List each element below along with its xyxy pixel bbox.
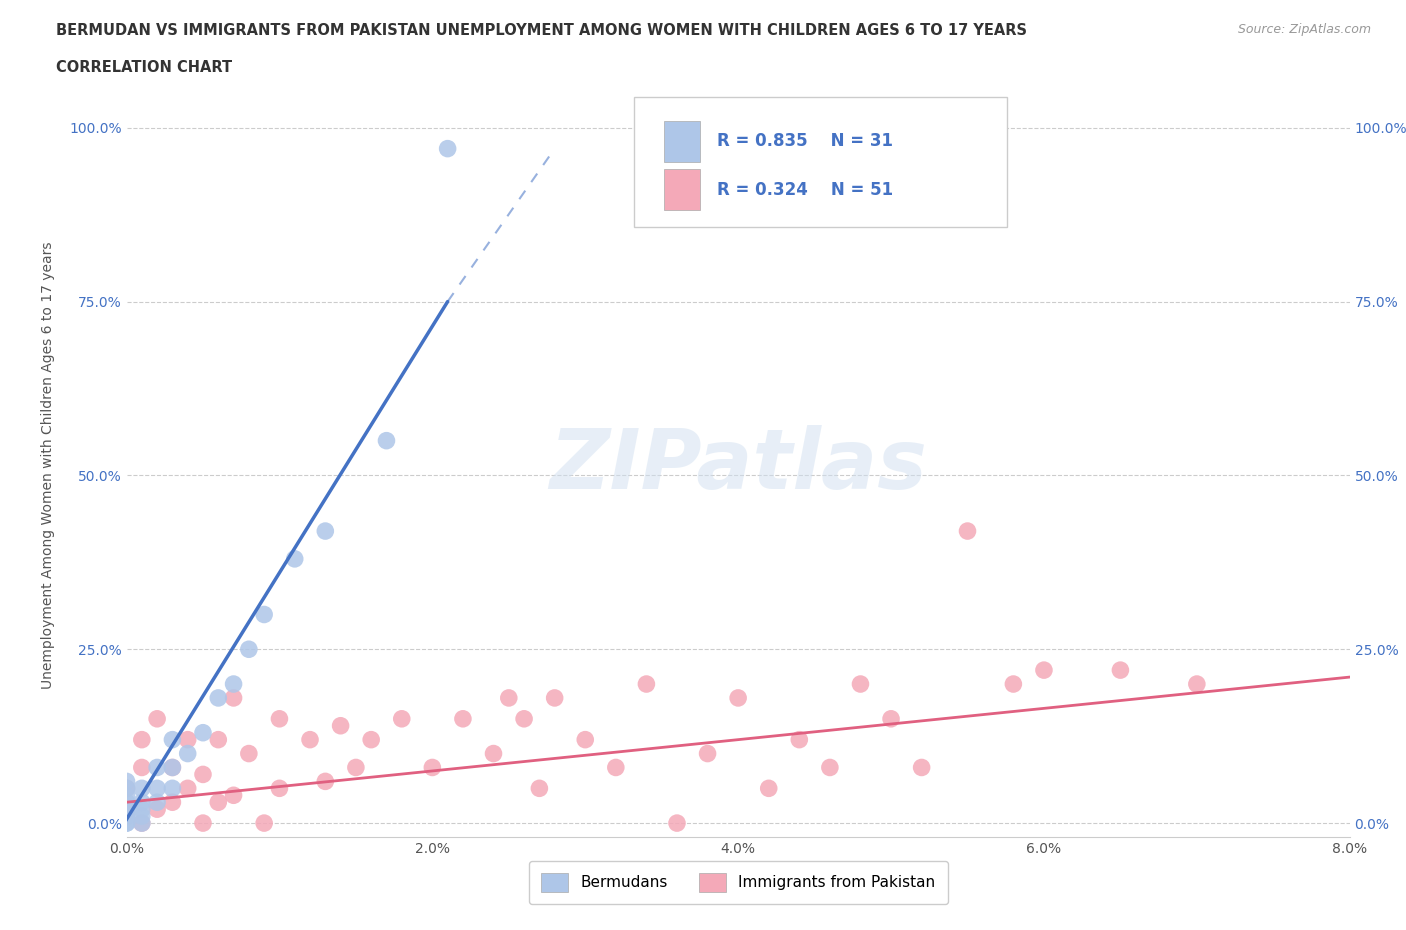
Text: R = 0.835    N = 31: R = 0.835 N = 31 (717, 132, 893, 151)
Point (146, 802, 169, 817)
Point (269, 781, 291, 796)
Point (207, 690, 229, 705)
Point (222, 677, 245, 692)
Point (191, 816, 214, 830)
Point (299, 732, 322, 747)
Point (605, 760, 627, 775)
Point (131, 802, 153, 817)
Point (162, 795, 184, 810)
Point (162, 781, 184, 796)
Point (207, 795, 229, 810)
Point (115, 809, 138, 824)
Point (115, 802, 138, 817)
Point (115, 781, 138, 796)
Point (146, 711, 169, 726)
Point (115, 802, 138, 817)
Point (253, 607, 276, 622)
Point (222, 690, 245, 705)
Point (115, 788, 138, 803)
Bar (664, 169, 700, 210)
Point (696, 746, 718, 761)
Point (131, 795, 153, 810)
Point (162, 760, 184, 775)
Point (529, 781, 551, 796)
Text: Source: ZipAtlas.com: Source: ZipAtlas.com (1237, 23, 1371, 36)
Point (131, 809, 153, 824)
Point (191, 767, 214, 782)
Point (436, 141, 458, 156)
Point (191, 725, 214, 740)
Point (344, 760, 367, 775)
Point (727, 690, 749, 705)
Point (574, 732, 596, 747)
Point (482, 746, 505, 761)
Point (513, 711, 536, 726)
Point (115, 816, 138, 830)
Point (666, 816, 689, 830)
Point (787, 732, 810, 747)
Text: BERMUDAN VS IMMIGRANTS FROM PAKISTAN UNEMPLOYMENT AMONG WOMEN WITH CHILDREN AGES: BERMUDAN VS IMMIGRANTS FROM PAKISTAN UNE… (56, 23, 1028, 38)
Point (391, 711, 413, 726)
Point (818, 760, 841, 775)
Y-axis label: Unemployment Among Women with Children Ages 6 to 17 years: Unemployment Among Women with Children A… (41, 241, 55, 689)
Text: ZIPatlas: ZIPatlas (550, 424, 927, 506)
Point (360, 732, 382, 747)
Point (422, 760, 444, 775)
Point (177, 746, 200, 761)
Point (131, 760, 153, 775)
Point (911, 760, 934, 775)
Bar (664, 121, 700, 162)
Point (238, 746, 260, 761)
Point (177, 781, 200, 796)
Legend: Bermudans, Immigrants from Pakistan: Bermudans, Immigrants from Pakistan (529, 860, 948, 904)
Point (544, 690, 567, 705)
Point (1002, 677, 1025, 692)
Point (1185, 677, 1208, 692)
Point (314, 774, 336, 789)
Point (636, 677, 658, 692)
Point (1109, 663, 1132, 678)
Point (131, 781, 153, 796)
Point (329, 718, 352, 733)
Point (162, 760, 184, 775)
Point (115, 795, 138, 810)
Point (880, 711, 903, 726)
Point (269, 711, 291, 726)
Point (314, 524, 336, 538)
Point (177, 732, 200, 747)
Point (956, 524, 979, 538)
Point (451, 711, 474, 726)
Point (146, 760, 169, 775)
Text: CORRELATION CHART: CORRELATION CHART (56, 60, 232, 75)
Point (115, 816, 138, 830)
Point (146, 781, 169, 796)
Point (253, 816, 276, 830)
Point (222, 788, 245, 803)
Point (115, 802, 138, 817)
Point (758, 781, 780, 796)
Point (162, 732, 184, 747)
Text: R = 0.324    N = 51: R = 0.324 N = 51 (717, 180, 893, 199)
Point (284, 551, 307, 566)
Point (375, 433, 398, 448)
Point (238, 642, 260, 657)
Point (131, 816, 153, 830)
Point (498, 690, 520, 705)
Point (1033, 663, 1056, 678)
Point (849, 677, 872, 692)
Point (131, 816, 153, 830)
Point (115, 781, 138, 796)
FancyBboxPatch shape (634, 97, 1007, 227)
Point (146, 795, 169, 810)
Point (115, 809, 138, 824)
Point (131, 732, 153, 747)
Point (115, 774, 138, 789)
Point (207, 732, 229, 747)
